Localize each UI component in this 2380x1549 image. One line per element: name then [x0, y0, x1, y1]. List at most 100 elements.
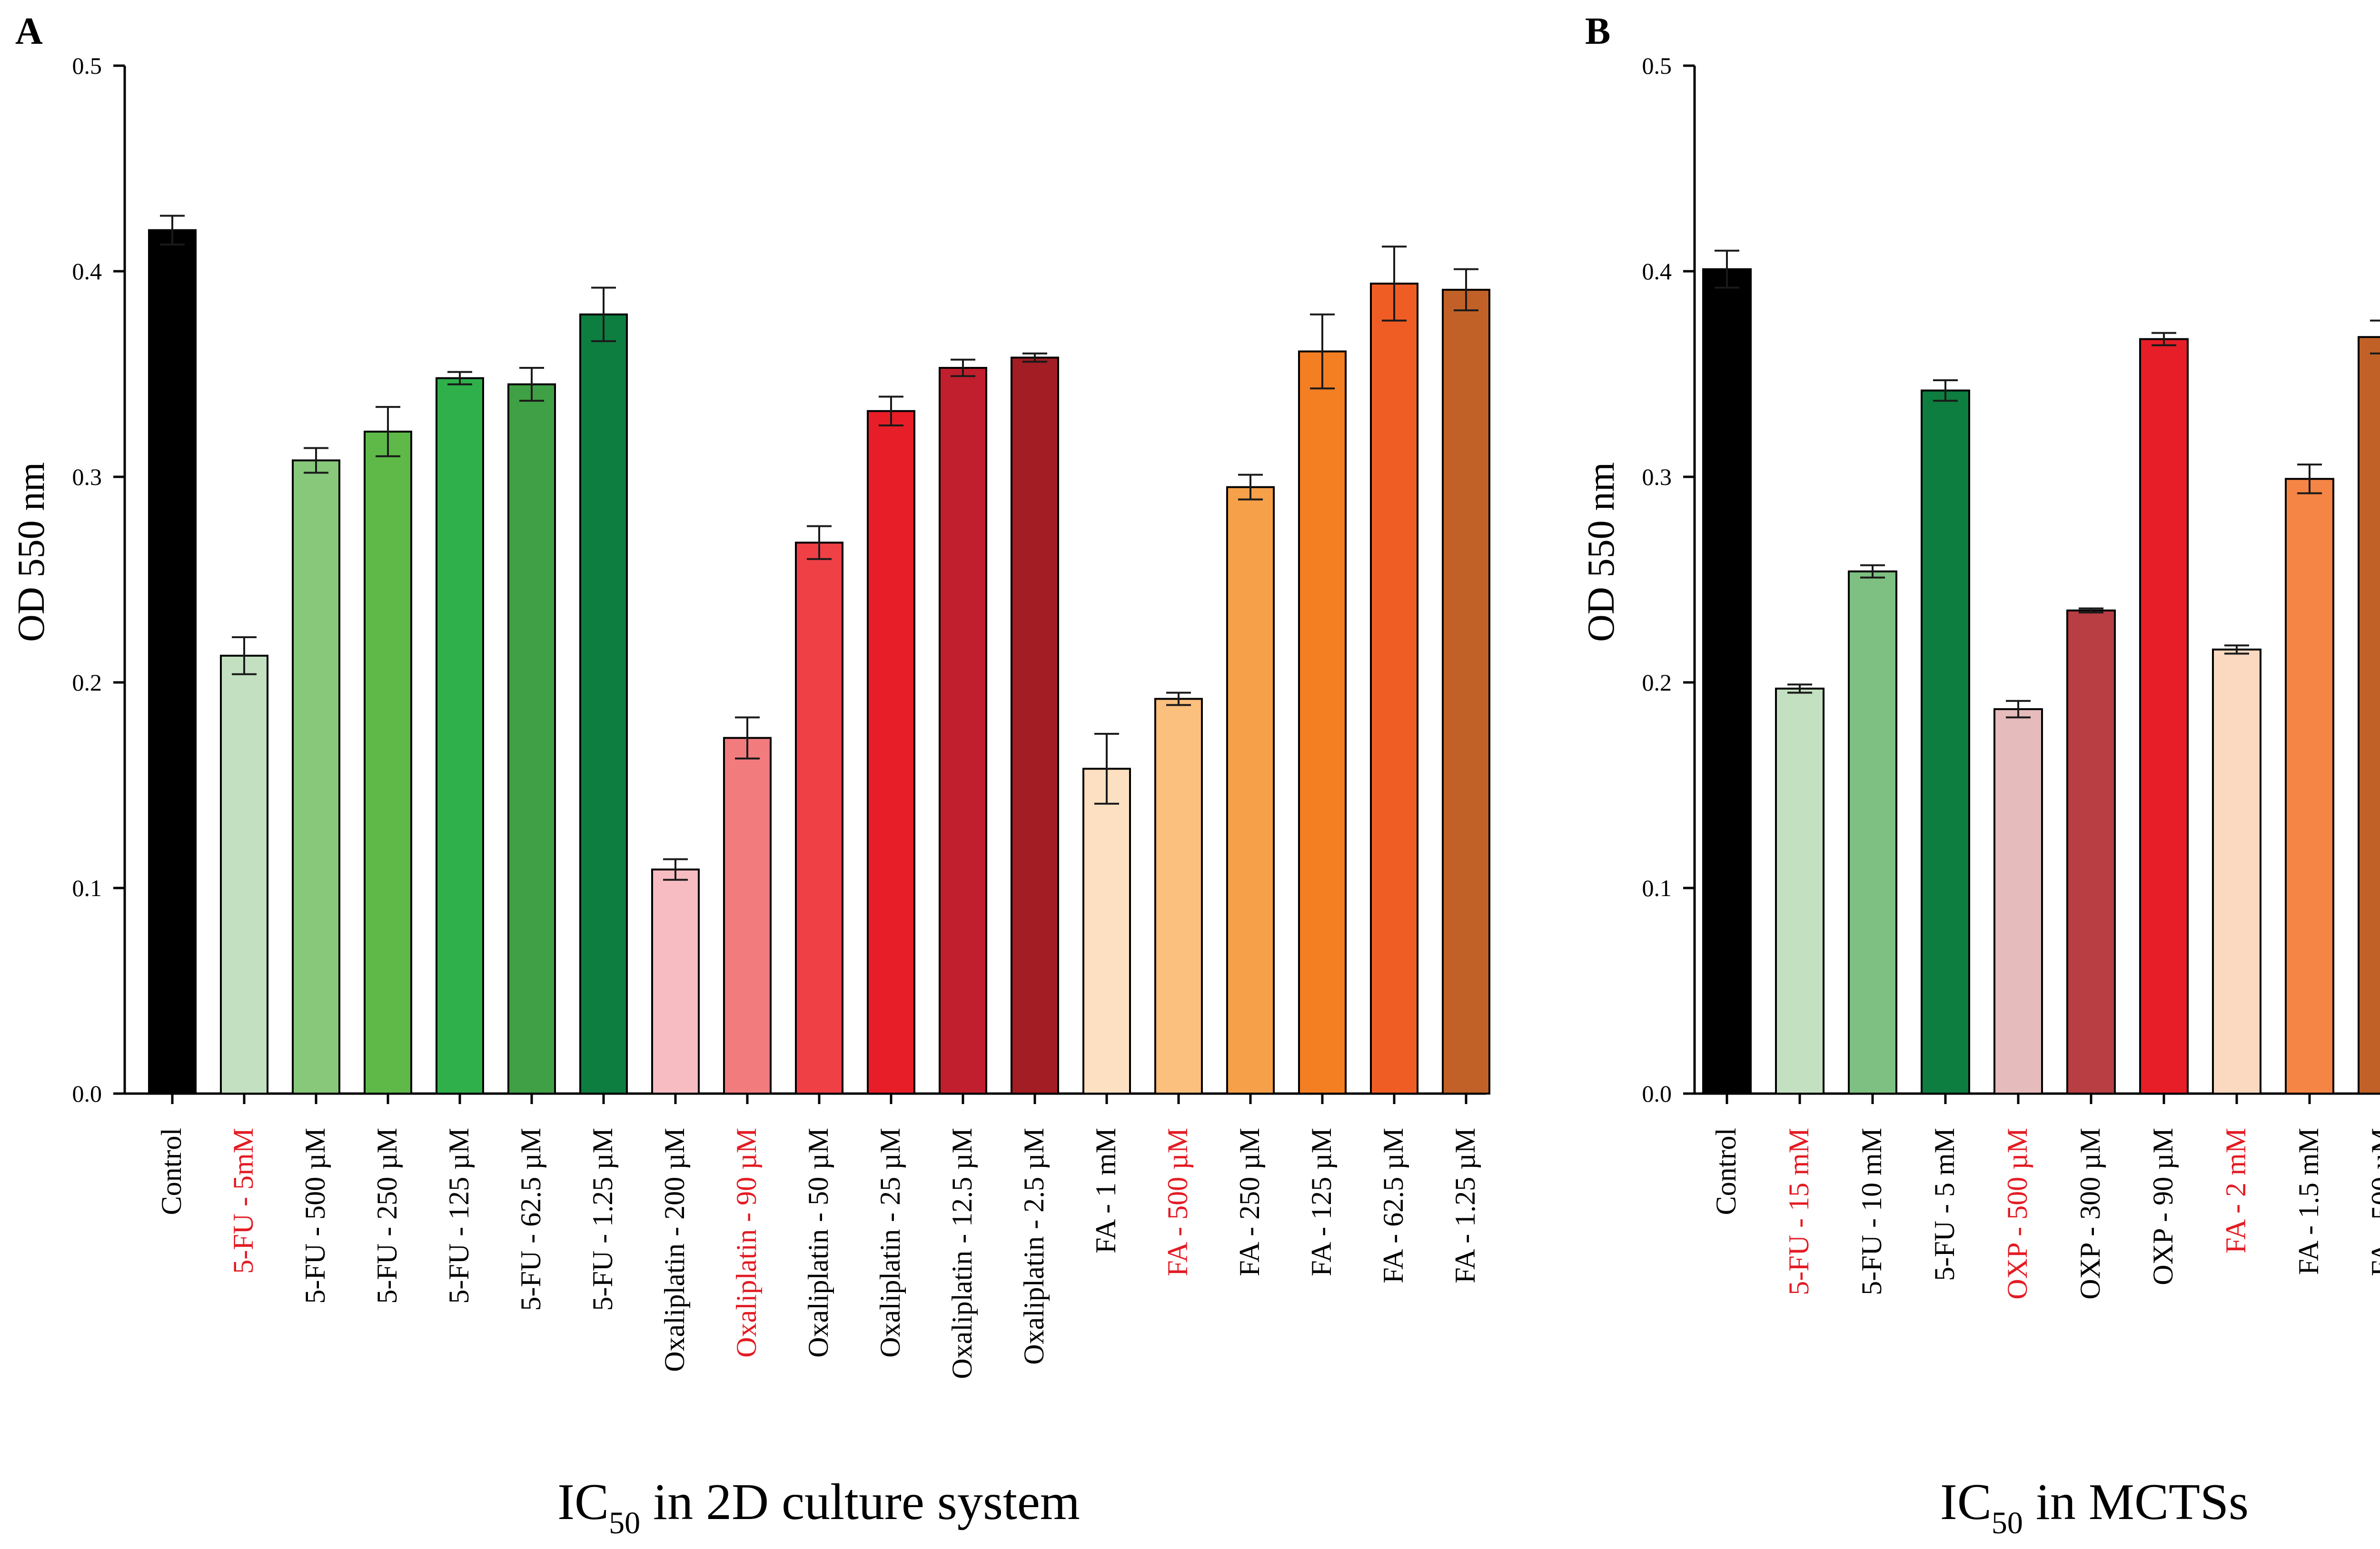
y-tick-label: 0.1	[72, 875, 102, 901]
x-tick-label: 5-FU - 5mM	[228, 1128, 259, 1274]
error-bar	[232, 636, 257, 675]
x-tick-label: Oxaliplatin - 50 µM	[803, 1128, 834, 1358]
x-tick-labels-a: Control 5-FU - 5mM 5-FU - 500 µM 5-FU - 250…	[156, 1094, 1481, 1379]
error-bar	[2079, 607, 2103, 614]
bar	[795, 542, 843, 1095]
bar	[651, 868, 700, 1095]
bar	[579, 313, 628, 1095]
bar	[436, 377, 484, 1095]
error-bar	[591, 286, 616, 342]
y-axis-label-b: OD 550 nm	[1580, 462, 1622, 642]
bar	[1011, 356, 1059, 1095]
x-tick-label: FA - 1.5 mM	[2293, 1128, 2324, 1275]
x-tick-label: FA - 1.25 µM	[1449, 1128, 1481, 1283]
bar	[1775, 687, 1825, 1095]
bar	[2285, 478, 2334, 1095]
bar	[1702, 268, 1752, 1095]
error-bar	[1860, 564, 1885, 579]
bar	[2066, 609, 2116, 1095]
bar	[2358, 336, 2380, 1095]
x-tick-label: Oxaliplatin - 90 µM	[731, 1128, 762, 1358]
bar	[867, 410, 915, 1095]
x-tick-label: 5-FU - 1.25 µM	[587, 1128, 618, 1311]
bar	[723, 737, 772, 1095]
error-bar	[663, 858, 688, 881]
x-tick-label: Control	[1710, 1128, 1742, 1215]
bar	[2139, 338, 2189, 1095]
error-bar	[807, 525, 832, 560]
error-bar	[447, 371, 472, 385]
error-bar	[1238, 474, 1263, 501]
y-tick-label: 0.4	[72, 258, 102, 285]
error-bar	[879, 395, 903, 426]
x-tick-label: Oxaliplatin - 25 µM	[874, 1128, 906, 1358]
error-bar	[2152, 332, 2176, 346]
x-tick-label: Oxaliplatin - 2.5 µM	[1018, 1128, 1050, 1365]
bar	[292, 459, 340, 1095]
x-tick-label: OXP - 90 µM	[2147, 1128, 2179, 1285]
x-axis-title-a: IC50 in 2D culture system	[557, 1474, 1080, 1540]
error-bar	[1094, 733, 1119, 805]
x-tick-label: FA - 250 µM	[1234, 1128, 1265, 1276]
error-bar	[951, 358, 975, 377]
bar	[1993, 708, 2043, 1095]
bars-b	[1702, 268, 2380, 1095]
panel-b: B OD 550 nm 0.0 0.1 0.2 0.3 0.4 0.5 Control 5-…	[1580, 10, 2380, 1540]
y-tick-label: 0.5	[72, 52, 102, 79]
bar	[507, 383, 556, 1095]
bar	[220, 654, 268, 1095]
bars-a	[148, 229, 1490, 1095]
x-tick-label: 5-FU - 15 mM	[1783, 1128, 1815, 1295]
error-bar	[1382, 246, 1407, 322]
x-tick-label: 5-FU - 5 mM	[1929, 1128, 1960, 1281]
bar	[1921, 389, 1970, 1095]
x-tick-label: FA - 500 µM	[2366, 1128, 2380, 1276]
error-bar	[519, 367, 544, 402]
panel-a: A OD 550 nm 0.0 0.1 0.2 0.3 0.4 0.5 Control 5-…	[10, 10, 1490, 1540]
x-tick-labels-b: Control 5-FU - 15 mM 5-FU - 10 mM 5-FU - 5 …	[1710, 1094, 2380, 1300]
error-bars-a	[160, 215, 1478, 881]
bar	[1370, 282, 1418, 1095]
bar	[1442, 288, 1490, 1095]
y-ticks-b: 0.0 0.1 0.2 0.3 0.4 0.5	[1642, 52, 1695, 1107]
x-tick-label: Oxaliplatin - 200 µM	[659, 1128, 690, 1372]
bar	[1226, 486, 1275, 1095]
y-tick-label: 0.2	[72, 669, 102, 696]
x-tick-label: Control	[156, 1128, 187, 1215]
y-tick-label: 0.3	[1642, 464, 1672, 490]
error-bar	[376, 406, 400, 457]
x-tick-label: 5-FU - 62.5 µM	[515, 1128, 546, 1311]
bar	[364, 430, 412, 1095]
x-tick-label: FA - 2 mM	[2220, 1128, 2251, 1253]
bar	[1298, 350, 1347, 1095]
error-bar	[1454, 268, 1478, 312]
bar	[148, 229, 197, 1095]
x-tick-label: OXP - 300 µM	[2074, 1128, 2106, 1300]
bar	[1154, 698, 1203, 1095]
y-tick-label: 0.1	[1642, 875, 1672, 901]
y-tick-label: 0.3	[72, 464, 102, 490]
error-bars-b	[1715, 249, 2380, 719]
y-ticks-a: 0.0 0.1 0.2 0.3 0.4 0.5	[72, 52, 125, 1107]
x-tick-label: Oxaliplatin - 12.5 µM	[946, 1128, 978, 1379]
x-tick-label: 5-FU - 125 µM	[443, 1128, 475, 1304]
error-bar	[735, 716, 760, 760]
y-axis-label-a: OD 550 nm	[10, 462, 52, 642]
x-tick-label: 5-FU - 250 µM	[371, 1128, 403, 1304]
y-tick-label: 0.0	[72, 1080, 102, 1107]
error-bar	[1310, 313, 1335, 390]
bar	[939, 367, 987, 1095]
panel-label-a: A	[15, 10, 43, 52]
error-bar	[1715, 249, 1739, 289]
y-tick-label: 0.5	[1642, 52, 1672, 79]
bar	[2212, 648, 2261, 1095]
panel-label-b: B	[1585, 10, 1610, 52]
x-tick-label: OXP - 500 µM	[2002, 1128, 2033, 1300]
y-tick-label: 0.4	[1642, 258, 1672, 285]
error-bar	[2224, 644, 2249, 655]
error-bar	[2006, 700, 2031, 719]
x-tick-label: FA - 125 µM	[1306, 1128, 1337, 1276]
x-tick-label: FA - 1 mM	[1090, 1128, 1121, 1253]
y-tick-label: 0.2	[1642, 669, 1672, 696]
